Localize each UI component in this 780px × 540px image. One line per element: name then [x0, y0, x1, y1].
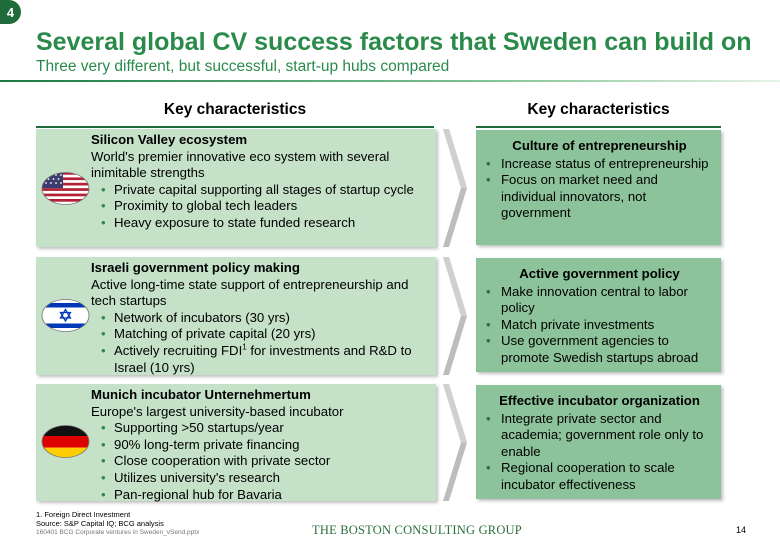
list-item: Utilizes university's research — [101, 470, 430, 487]
hub-bullet-list: Private capital supporting all stages of… — [101, 182, 430, 232]
hub-title: Israeli government policy making — [91, 260, 300, 275]
source-text: Source: S&P Capital IQ; BCG analysis — [36, 519, 164, 528]
hub-description: Active long-time state support of entrep… — [91, 276, 409, 309]
takeaway-title: Effective incubator organization — [499, 393, 700, 408]
list-item: Actively recruiting FDI1 for investments… — [101, 343, 430, 376]
hub-bullet-list: Supporting >50 startups/year 90% long-te… — [101, 420, 430, 503]
hub-card-munich: Munich incubator Unternehmertum Europe's… — [36, 384, 436, 503]
list-item: Regional cooperation to scale incubator … — [486, 460, 713, 493]
right-column-rule — [476, 126, 721, 128]
list-item: Private capital supporting all stages of… — [101, 182, 430, 199]
takeaway-bullet-list: Integrate private sector and academia; g… — [486, 411, 713, 494]
list-item: Integrate private sector and academia; g… — [486, 411, 713, 461]
list-item: Network of incubators (30 yrs) — [101, 310, 430, 327]
germany-flag-icon — [41, 425, 90, 458]
list-item: Matching of private capital (20 yrs) — [101, 326, 430, 343]
takeaway-title: Active government policy — [519, 266, 680, 281]
hub-card-silicon-valley: Silicon Valley ecosystem World's premier… — [36, 129, 436, 247]
chevron-right-icon — [443, 257, 467, 375]
page-subtitle: Three very different, but successful, st… — [36, 58, 450, 75]
takeaway-bullet-list: Increase status of entrepreneurship Focu… — [486, 156, 713, 222]
list-item: Proximity to global tech leaders — [101, 198, 430, 215]
file-name: 160401 BCG Corporate ventures in Sweden_… — [36, 529, 200, 536]
slide-number-badge: 4 — [0, 0, 21, 24]
list-item: Close cooperation with private sector — [101, 453, 430, 470]
takeaway-card-government: Active government policy Make innovation… — [476, 258, 721, 372]
title-divider — [0, 80, 780, 82]
takeaway-title: Culture of entrepreneurship — [512, 138, 687, 153]
left-column-heading: Key characteristics — [163, 101, 307, 118]
footnote-text: 1. Foreign Direct Investment — [36, 510, 131, 519]
page-number: 14 — [736, 525, 747, 535]
brand-logo-text: THE BOSTON CONSULTING GROUP — [312, 523, 522, 537]
takeaway-bullet-list: Make innovation central to labor policy … — [486, 284, 713, 367]
list-item: Focus on market need and individual inno… — [486, 172, 713, 222]
takeaway-card-culture: Culture of entrepreneurship Increase sta… — [476, 130, 721, 245]
footnote-marker: 1 — [242, 342, 247, 352]
page-title: Several global CV success factors that S… — [36, 28, 752, 56]
list-item: Make innovation central to labor policy — [486, 284, 713, 317]
hub-description: World's premier innovative eco system wi… — [91, 148, 390, 181]
list-item: Pan-regional hub for Bavaria — [101, 487, 430, 504]
hub-card-israel: Israeli government policy making Active … — [36, 257, 436, 375]
chevron-right-icon — [443, 384, 467, 501]
list-item: 90% long-term private financing — [101, 437, 430, 454]
list-item: Supporting >50 startups/year — [101, 420, 430, 437]
right-column-heading: Key characteristics — [527, 101, 670, 118]
hub-description: Europe's largest university-based incuba… — [91, 403, 344, 419]
israel-flag-icon — [41, 299, 90, 332]
list-item: Use government agencies to promote Swedi… — [486, 333, 713, 366]
list-item: Increase status of entrepreneurship — [486, 156, 713, 173]
left-column-rule — [36, 126, 434, 128]
hub-title: Silicon Valley ecosystem — [91, 132, 248, 147]
list-item: Heavy exposure to state funded research — [101, 215, 430, 232]
usa-flag-icon — [41, 172, 90, 205]
footnote: 1. Foreign Direct Investment Source: S&P… — [36, 510, 164, 528]
chevron-right-icon — [443, 129, 467, 247]
fdi-bullet-text-end: for investments and R&D to Israel (10 yr… — [114, 342, 412, 375]
list-item: Match private investments — [486, 317, 713, 334]
hub-bullet-list: Network of incubators (30 yrs) Matching … — [101, 310, 430, 376]
takeaway-card-incubator: Effective incubator organization Integra… — [476, 385, 721, 499]
hub-title: Munich incubator Unternehmertum — [91, 387, 311, 402]
fdi-bullet-text: Actively recruiting FDI — [114, 342, 243, 358]
